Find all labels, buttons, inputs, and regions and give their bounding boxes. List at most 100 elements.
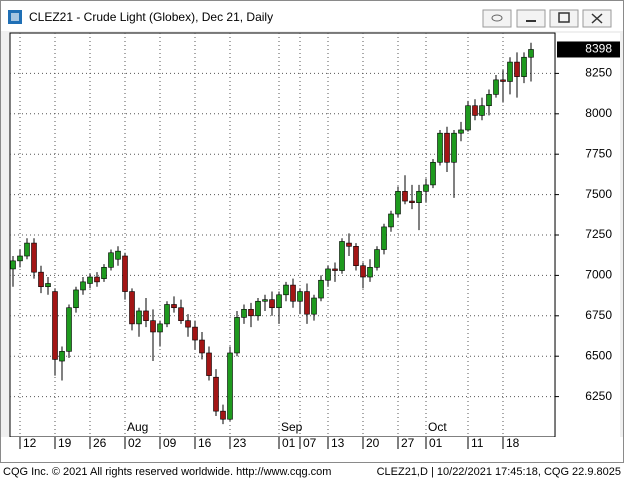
candle-body xyxy=(451,132,457,163)
candle-body xyxy=(150,320,156,333)
candle-body xyxy=(136,310,142,325)
x-tick-label: 18 xyxy=(506,436,520,450)
month-label: Aug xyxy=(127,420,148,434)
link-button[interactable] xyxy=(482,9,512,28)
candle-body xyxy=(185,320,191,328)
y-tick-label: 6250 xyxy=(585,389,612,403)
candle-body xyxy=(290,284,296,302)
candle-body xyxy=(227,352,233,420)
candle-body xyxy=(395,191,401,215)
candle-body xyxy=(479,105,485,116)
candle-body xyxy=(381,226,387,250)
y-tick-label: 7000 xyxy=(585,268,612,282)
candle-body xyxy=(346,242,352,247)
candle-body xyxy=(234,317,240,354)
candle-body xyxy=(332,268,338,271)
x-tick-label: 23 xyxy=(233,436,247,450)
candle-body xyxy=(521,56,527,77)
candle-body xyxy=(486,94,492,107)
candle-body xyxy=(45,283,51,288)
candle-body xyxy=(108,252,114,268)
candle-body xyxy=(206,352,212,376)
maximize-button[interactable] xyxy=(549,9,579,28)
month-label: Sep xyxy=(281,420,303,434)
x-tick-label: 27 xyxy=(401,436,415,450)
candle-body xyxy=(430,161,436,186)
candle-body xyxy=(94,276,100,283)
x-tick-label: 09 xyxy=(163,436,177,450)
candle-body xyxy=(178,307,184,321)
candle-body xyxy=(493,79,499,95)
time-axis xyxy=(1,437,623,462)
candle-body xyxy=(514,61,520,77)
y-tick-label: 7500 xyxy=(585,187,612,201)
y-tick-label: 7250 xyxy=(585,227,612,241)
candle-body xyxy=(241,309,247,318)
candle-body xyxy=(248,309,254,317)
candle-body xyxy=(500,79,506,82)
candle-body xyxy=(10,260,16,270)
candle-body xyxy=(59,351,65,362)
last-price-box xyxy=(557,41,620,58)
x-tick-label: 02 xyxy=(128,436,142,450)
footer-status: CLEZ21,D | 10/22/2021 17:45:18, CQG 22.9… xyxy=(377,466,621,478)
candle-body xyxy=(423,184,429,192)
candle-body xyxy=(220,410,226,420)
candle-body xyxy=(199,339,205,354)
x-tick-label: 13 xyxy=(331,436,345,450)
candle-body xyxy=(24,242,30,257)
candle-body xyxy=(416,191,422,203)
candle-body xyxy=(87,276,93,284)
window-title: CLEZ21 - Crude Light (Globex), Dec 21, D… xyxy=(29,10,273,24)
x-tick-label: 11 xyxy=(471,436,484,450)
candle-body xyxy=(171,304,177,309)
x-tick-label: 01 xyxy=(282,436,296,450)
candle-body xyxy=(325,268,331,281)
candle-body xyxy=(465,105,471,131)
candle-body xyxy=(283,284,289,296)
candle-body xyxy=(472,105,478,116)
candle-body xyxy=(437,132,443,163)
candle-body xyxy=(143,310,149,321)
price-axis xyxy=(556,33,620,437)
candle-body xyxy=(17,255,23,262)
close-icon xyxy=(591,13,603,24)
x-tick-label: 16 xyxy=(198,436,212,450)
footer-copyright: CQG Inc. © 2021 All rights reserved worl… xyxy=(3,466,331,478)
candle-body xyxy=(73,289,79,309)
candle-body xyxy=(269,299,275,309)
x-tick-label: 01 xyxy=(429,436,443,450)
y-tick-label: 6750 xyxy=(585,308,612,322)
candle-body xyxy=(255,300,261,317)
candle-body xyxy=(129,291,135,325)
window-buttons[interactable] xyxy=(482,9,612,28)
candle-body xyxy=(122,255,128,292)
candle-body xyxy=(388,213,394,228)
candle-body xyxy=(304,291,310,315)
x-tick-label: 07 xyxy=(303,436,317,450)
candle-body xyxy=(297,291,303,302)
candle-body xyxy=(115,250,121,260)
y-tick-label: 7750 xyxy=(585,146,612,160)
candle-body xyxy=(213,376,219,412)
candle-body xyxy=(444,132,450,163)
candle-body xyxy=(367,267,373,278)
candle-body xyxy=(339,241,345,271)
candle-body xyxy=(318,279,324,299)
candle-body xyxy=(31,242,37,273)
window-icon-inner xyxy=(11,13,19,21)
candle-body xyxy=(52,291,58,360)
maximize-icon xyxy=(558,12,570,23)
candle-body xyxy=(276,294,282,309)
candle-body xyxy=(402,191,408,202)
candle-body xyxy=(360,265,366,278)
candle-body xyxy=(262,299,268,302)
candle-body xyxy=(409,200,415,203)
candle-body xyxy=(374,249,380,268)
month-label: Oct xyxy=(428,420,447,434)
candle-body xyxy=(164,304,170,325)
minimize-button[interactable] xyxy=(516,9,546,28)
x-tick-label: 19 xyxy=(58,436,72,450)
candle-body xyxy=(38,271,44,288)
y-tick-label: 6500 xyxy=(585,348,612,362)
